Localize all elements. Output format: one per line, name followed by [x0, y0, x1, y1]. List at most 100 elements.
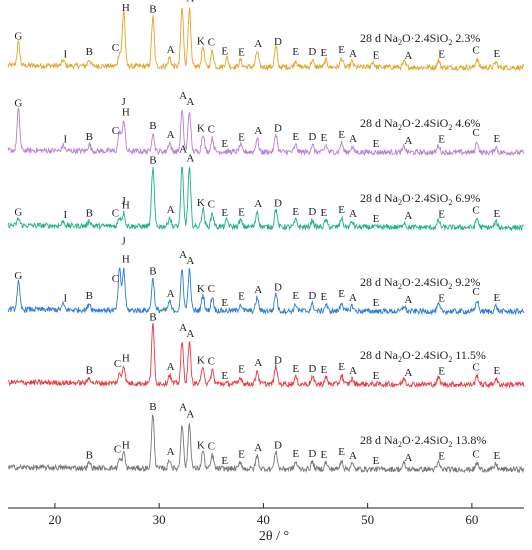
peak-label: B — [149, 4, 156, 16]
peak-label: A — [186, 0, 194, 5]
peak-label: K — [197, 439, 205, 451]
peak-label: K — [197, 122, 205, 134]
peak-label: A — [186, 328, 194, 340]
peak-label: A — [404, 135, 412, 147]
peak-label: E — [494, 292, 501, 304]
peak-label: K — [197, 197, 205, 209]
trace-4.6% — [7, 107, 525, 157]
peak-label: E — [373, 455, 380, 467]
peak-label: A — [186, 96, 194, 108]
peak-label: E — [338, 288, 345, 300]
peak-label: A — [404, 210, 412, 222]
peak-label: D — [308, 131, 316, 143]
peak-label: E — [438, 365, 445, 377]
peak-label: C — [112, 125, 119, 137]
peak-label: C — [472, 449, 479, 461]
peak-label: A — [349, 365, 357, 377]
peak-label: B — [149, 266, 156, 278]
peak-label: A — [349, 292, 357, 304]
peak-label: E — [238, 132, 245, 144]
peak-label: E — [494, 365, 501, 377]
peak-label: C — [472, 44, 479, 56]
peak-label: D — [308, 448, 316, 460]
peak-label: E — [321, 132, 328, 144]
peak-label: A — [186, 153, 194, 165]
peak-label: G — [14, 206, 22, 218]
peak-label: I — [63, 209, 67, 221]
peak-label: D — [274, 355, 282, 367]
peak-label: A — [404, 294, 412, 306]
peak-label: E — [494, 450, 501, 462]
legend-9.2%: 28 d Na2O·2.4SiO2 9.2% — [360, 275, 480, 291]
peak-label: I — [63, 48, 67, 60]
peak-label: A — [179, 249, 187, 261]
peak-label: B — [149, 120, 156, 132]
peak-label: G — [14, 98, 22, 110]
peak-label: E — [221, 45, 228, 57]
peak-label: C — [472, 127, 479, 139]
peak-label: E — [373, 49, 380, 61]
peak-label: A — [167, 129, 175, 141]
peak-label: E — [321, 449, 328, 461]
peak-label: C — [112, 42, 119, 54]
peak-label: A — [186, 408, 194, 420]
peak-label: E — [338, 129, 345, 141]
peak-label: A — [404, 367, 412, 379]
peak-label: A — [179, 143, 187, 155]
peak-label: E — [292, 206, 299, 218]
peak-label: A — [349, 48, 357, 60]
peak-label: E — [292, 131, 299, 143]
peak-label: E — [438, 133, 445, 145]
peak-label: C — [208, 36, 215, 48]
peak-label: D — [308, 46, 316, 58]
peak-label: C — [472, 361, 479, 373]
peak-label: E — [321, 291, 328, 303]
peak-label: E — [292, 290, 299, 302]
peak-label: E — [438, 208, 445, 220]
peak-label: K — [197, 35, 205, 47]
trace-6.9% — [7, 166, 525, 232]
peak-label: A — [349, 450, 357, 462]
peak-label: E — [373, 297, 380, 309]
peak-label: K — [197, 354, 205, 366]
peak-label: B — [86, 365, 93, 377]
traces-layer — [7, 7, 525, 474]
peak-label: A — [349, 133, 357, 145]
peak-label: D — [308, 206, 316, 218]
peak-label: E — [338, 446, 345, 458]
peak-label: A — [254, 357, 262, 369]
peak-label: D — [274, 198, 282, 210]
peak-label: E — [494, 133, 501, 145]
peak-label: A — [254, 38, 262, 50]
peak-label: C — [208, 124, 215, 136]
legend-11.5%: 28 d Na2O·2.4SiO2 11.5% — [360, 348, 486, 364]
peak-label: C — [114, 444, 121, 456]
peak-label: E — [221, 207, 228, 219]
peak-label: A — [404, 452, 412, 464]
peak-label: E — [221, 370, 228, 382]
peak-label: E — [373, 370, 380, 382]
peak-label: C — [112, 207, 119, 219]
peak-label: E — [238, 291, 245, 303]
peak-label: B — [86, 208, 93, 220]
peak-label: A — [404, 50, 412, 62]
peak-label: E — [338, 44, 345, 56]
x-tick-label: 50 — [361, 512, 374, 527]
peak-label: E — [373, 213, 380, 225]
peak-label: D — [308, 363, 316, 375]
peak-label: J — [122, 235, 127, 247]
legend-2.3%: 28 d Na2O·2.4SiO2 2.3% — [360, 31, 480, 47]
peak-label: J — [122, 195, 127, 207]
peak-label: E — [438, 450, 445, 462]
peak-label: D — [274, 282, 282, 294]
peak-label: I — [63, 133, 67, 145]
peak-label: B — [149, 155, 156, 167]
peak-label: A — [167, 361, 175, 373]
x-axis: 20 30 40 50 60 — [8, 503, 524, 527]
peak-label: C — [472, 286, 479, 298]
peak-labels-layer: GIBCHJBAAAKCEEADEDEEAEAECEGIBCHJBAAAKCEE… — [14, 0, 500, 467]
peak-label: E — [221, 455, 228, 467]
peak-label: E — [238, 47, 245, 59]
peak-label: H — [122, 253, 130, 265]
peak-label: E — [321, 207, 328, 219]
